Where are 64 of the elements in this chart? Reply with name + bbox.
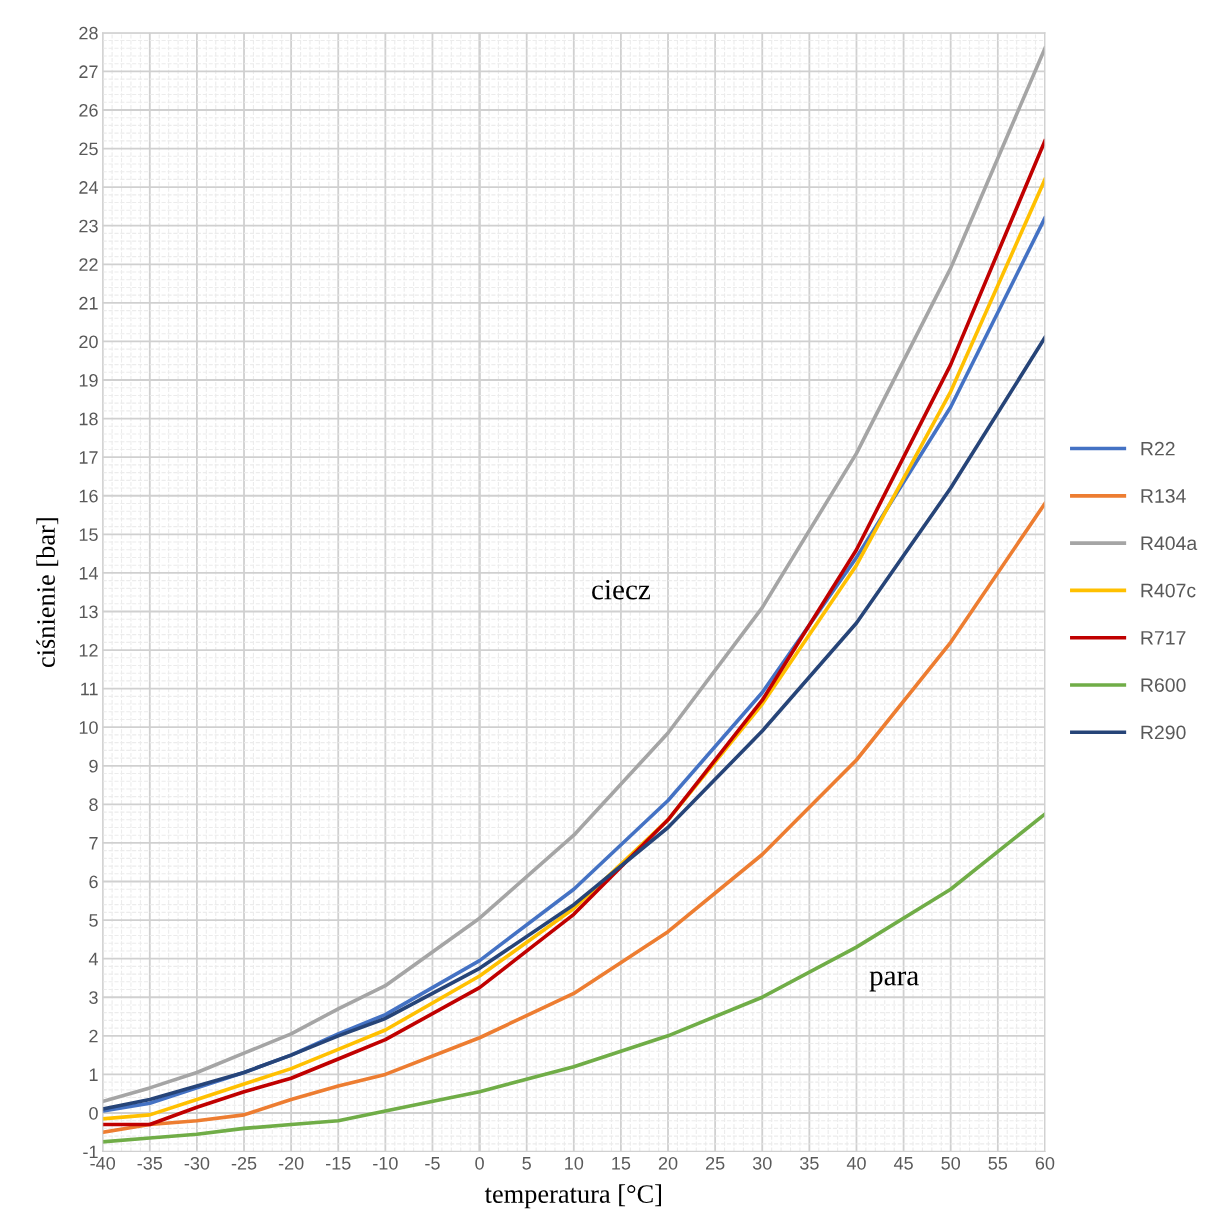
y-tick-label: 5 bbox=[89, 914, 98, 927]
line-series bbox=[102, 501, 1045, 1135]
y-axis-title: ciśnienie [bar] bbox=[36, 518, 59, 668]
y-tick-label: 4 bbox=[88, 952, 98, 966]
y-tick-label: 9 bbox=[89, 759, 98, 773]
line-series bbox=[102, 812, 1045, 1144]
y-tick-label: 17 bbox=[79, 451, 98, 464]
y-tick-label: 12 bbox=[79, 643, 98, 657]
x-tick-label: 55 bbox=[988, 1157, 1008, 1170]
y-tick-label: 24 bbox=[79, 181, 98, 194]
y-tick-label: 14 bbox=[79, 567, 98, 580]
y-tick-label: 21 bbox=[79, 296, 98, 310]
annotation: ciecz bbox=[592, 579, 651, 600]
y-tick-label: 10 bbox=[79, 721, 98, 734]
y-tick-label: 18 bbox=[79, 412, 98, 426]
legend-label: R22 bbox=[1141, 441, 1175, 456]
y-tick-label: 3 bbox=[89, 991, 98, 1004]
y-tick-label: 8 bbox=[89, 798, 98, 812]
x-tick-label: -20 bbox=[278, 1156, 304, 1170]
x-tick-label: 45 bbox=[893, 1157, 913, 1170]
x-tick-label: 40 bbox=[846, 1156, 866, 1170]
y-tick-label: 0 bbox=[89, 1106, 98, 1120]
y-tick-label: 27 bbox=[79, 65, 98, 78]
x-tick-label: 0 bbox=[475, 1156, 484, 1170]
x-tick-label: -15 bbox=[325, 1157, 351, 1170]
x-tick-label: 30 bbox=[752, 1156, 772, 1170]
y-tick-label: 22 bbox=[79, 258, 98, 271]
y-tick-label: 20 bbox=[79, 335, 98, 349]
x-tick-label: -25 bbox=[231, 1156, 257, 1170]
x-tick-label: -35 bbox=[137, 1156, 163, 1170]
y-tick-label: 2 bbox=[89, 1029, 98, 1043]
y-tick-label: -1 bbox=[83, 1145, 98, 1159]
x-axis-title: temperatura [°C] bbox=[484, 1184, 662, 1209]
legend-label: R600 bbox=[1141, 678, 1186, 692]
y-tick-label: 1 bbox=[89, 1068, 98, 1081]
y-tick-label: 26 bbox=[79, 103, 98, 117]
x-tick-label: -10 bbox=[373, 1156, 398, 1170]
x-tick-label: -5 bbox=[425, 1157, 440, 1170]
x-tick-label: 25 bbox=[706, 1156, 725, 1170]
y-tick-label: 25 bbox=[79, 142, 98, 156]
x-tick-label: 20 bbox=[658, 1156, 678, 1170]
x-tick-label: -40 bbox=[90, 1156, 116, 1170]
x-tick-label: 10 bbox=[565, 1156, 584, 1170]
y-tick-label: 16 bbox=[79, 489, 98, 503]
x-tick-label: -30 bbox=[184, 1156, 210, 1170]
legend-label: R404a bbox=[1141, 536, 1198, 551]
legend-label: R134 bbox=[1141, 489, 1186, 503]
y-tick-label: 23 bbox=[79, 219, 98, 233]
annotation: para bbox=[869, 971, 919, 992]
legend-label: R290 bbox=[1141, 725, 1186, 740]
y-tick-label: 13 bbox=[79, 605, 98, 619]
x-tick-label: 50 bbox=[941, 1156, 961, 1170]
y-tick-label: 15 bbox=[79, 528, 98, 542]
y-tick-label: 7 bbox=[89, 837, 98, 850]
x-tick-label: 15 bbox=[612, 1157, 631, 1170]
y-tick-label: 28 bbox=[79, 26, 98, 40]
x-tick-label: 5 bbox=[522, 1157, 531, 1170]
legend-label: R717 bbox=[1141, 631, 1186, 645]
y-tick-label: 11 bbox=[81, 682, 98, 696]
legend-label: R407c bbox=[1141, 583, 1196, 598]
y-tick-label: 6 bbox=[89, 875, 98, 889]
y-tick-label: 19 bbox=[79, 373, 98, 387]
x-tick-label: 35 bbox=[800, 1156, 819, 1170]
x-tick-label: 60 bbox=[1035, 1156, 1055, 1170]
